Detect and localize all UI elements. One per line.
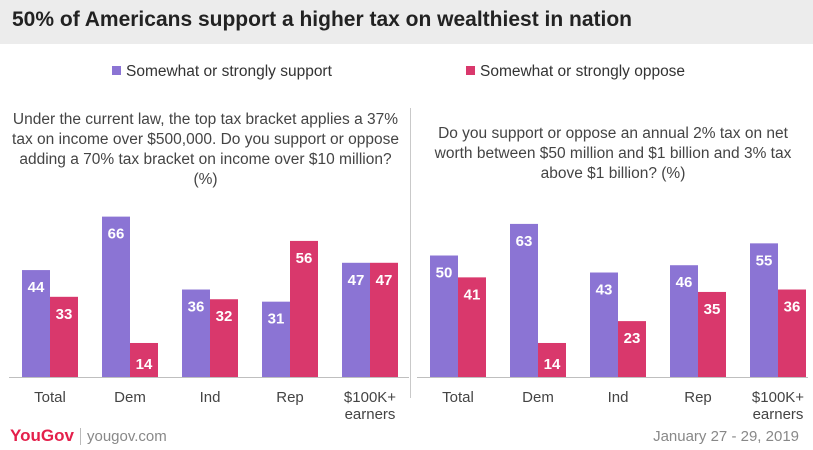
bar-value-label: 36 [784, 299, 801, 316]
yougov-logo-gov: Gov [41, 426, 74, 445]
bar-value-label: 43 [596, 282, 613, 299]
bar-value-label: 47 [348, 272, 365, 289]
bar-value-label: 33 [56, 306, 73, 323]
category-label: earners [345, 406, 396, 423]
category-label: Rep [276, 389, 304, 406]
bar-value-label: 63 [516, 233, 533, 250]
category-label: Dem [114, 389, 146, 406]
category-label: Total [34, 389, 66, 406]
bar-value-label: 56 [296, 250, 313, 267]
footer-separator [80, 428, 81, 445]
bar-value-label: 35 [704, 301, 721, 318]
bar-value-label: 14 [136, 356, 153, 373]
bar-value-label: 31 [268, 311, 285, 328]
category-label: earners [753, 406, 804, 423]
category-label: Ind [200, 389, 221, 406]
bar-value-label: 23 [624, 330, 641, 347]
category-label: $100K+ [344, 389, 396, 406]
bar-value-label: 46 [676, 274, 693, 291]
category-label: Total [442, 389, 474, 406]
bar-charts: 44 33 Total 66 14 Dem 36 32 Ind 31 56 Rep 47 47 $100K+… [0, 0, 813, 450]
category-label: Rep [684, 389, 712, 406]
bar-value-label: 36 [188, 299, 205, 316]
bar-value-label: 32 [216, 308, 233, 325]
yougov-logo-you: You [10, 426, 41, 445]
bar-value-label: 55 [756, 252, 773, 269]
bar-value-label: 47 [376, 272, 393, 289]
bar-value-label: 41 [464, 286, 481, 303]
footer-url: yougov.com [87, 428, 167, 445]
category-label: Ind [608, 389, 629, 406]
survey-date: January 27 - 29, 2019 [653, 428, 799, 445]
yougov-logo: YouGov [10, 426, 74, 446]
bar-value-label: 66 [108, 226, 125, 243]
bar-value-label: 44 [28, 279, 45, 296]
category-label: $100K+ [752, 389, 804, 406]
bar-value-label: 50 [436, 265, 453, 282]
category-label: Dem [522, 389, 554, 406]
bar-value-label: 14 [544, 356, 561, 373]
